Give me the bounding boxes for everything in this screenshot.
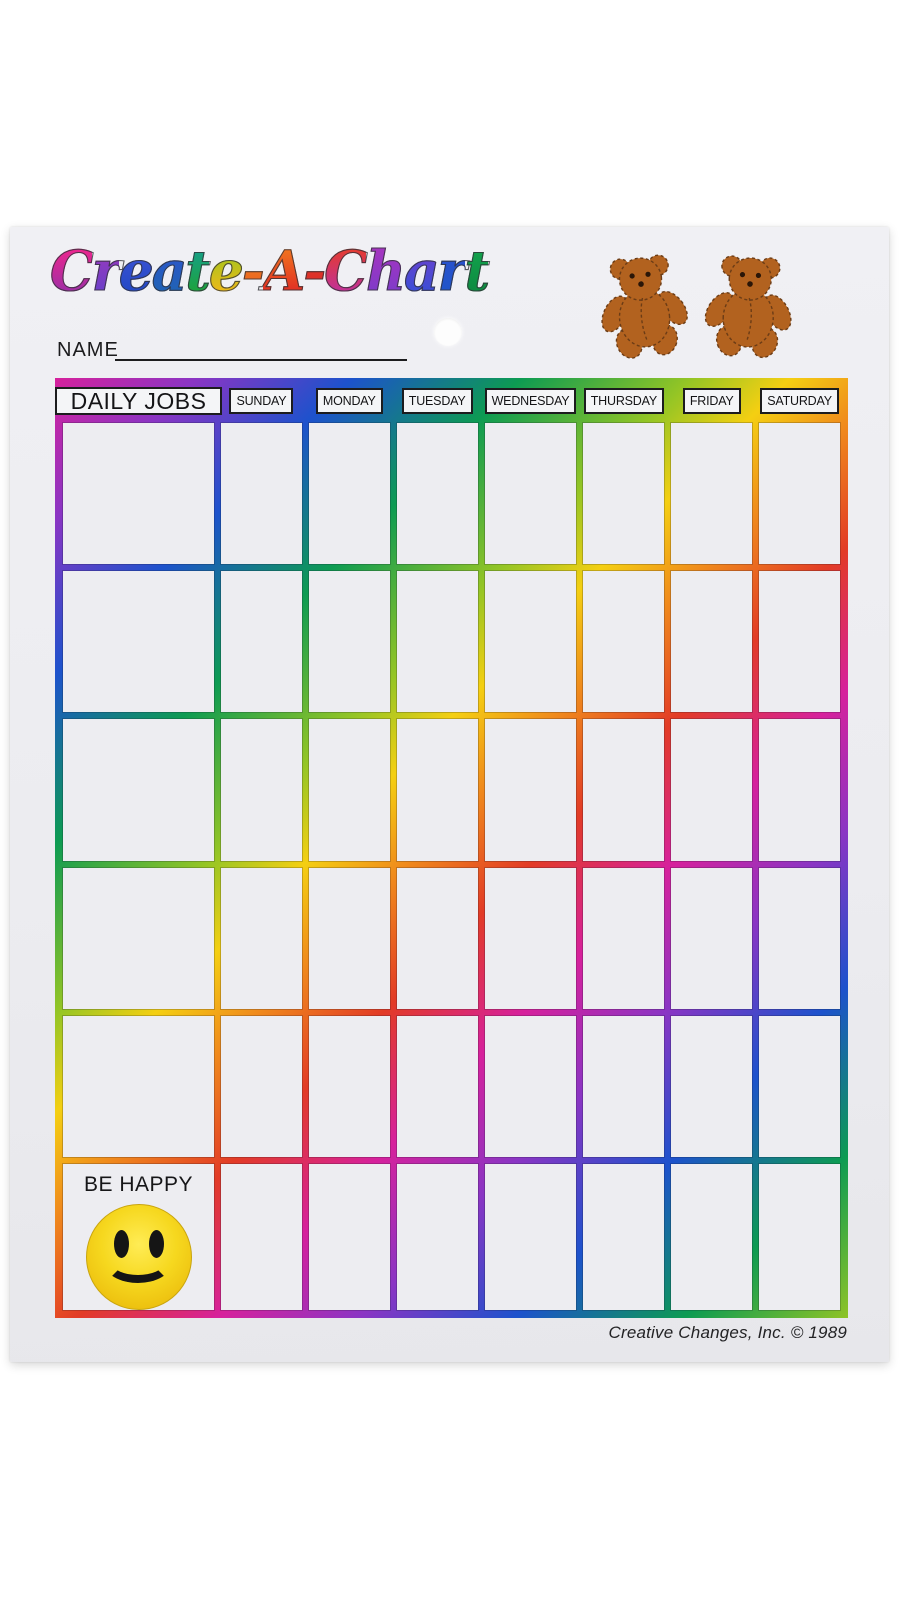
title-letter: a [403,238,440,303]
header-cell-day: TUESDAY [397,386,478,416]
title-letter: r [437,238,467,303]
header-label: FRIDAY [682,388,741,414]
grid-cell [62,570,215,714]
header-cell-day: FRIDAY [671,386,752,416]
grid-cell [62,1014,215,1158]
daily-jobs-grid: DAILY JOBS SUNDAY MONDAY TUESDAY WEDNESDAY TH… [54,378,848,1318]
grid-cell [670,866,754,1010]
grid-cell [395,866,479,1010]
grid-cell [670,1162,754,1311]
grid-cell [670,1014,754,1158]
grid-cell [220,866,303,1010]
grid-cell [758,1014,841,1158]
grid-cell [670,718,754,862]
grid-cell [582,718,666,862]
smiley-face-icon [85,1203,192,1310]
header-cell-day: SATURDAY [759,386,840,416]
header-label: SUNDAY [229,388,294,414]
teddy-bear-icon [601,254,688,359]
grid-cell [483,1014,578,1158]
grid-cell [758,718,841,862]
grid-cell [483,1162,578,1311]
grid-cell [582,1162,666,1311]
header-label: WEDNESDAY [484,388,577,414]
name-field-label: NAME [57,339,119,361]
grid-cell [758,1162,841,1311]
header-cell-daily-jobs: DAILY JOBS [54,386,223,416]
title-letter: C [49,238,94,303]
page-title: Create-A-Chart [49,238,491,303]
grid-cell [483,718,578,862]
grid-cell [582,1014,666,1158]
grid-cell [62,718,215,862]
title-letter: - [241,238,265,303]
grid-cell [220,570,303,714]
copyright-credit: Creative Changes, Inc. © 1989 [608,1323,847,1342]
header-cell-day: MONDAY [309,386,390,416]
grid-cell [670,421,754,566]
grid-cell [395,570,479,714]
teddy-bears-artwork [593,247,799,359]
title-letter: A [262,238,306,303]
grid-cell [307,1014,391,1158]
be-happy-label: BE HAPPY [83,1172,194,1196]
header-label: SATURDAY [760,388,839,414]
grid-cell [582,866,666,1010]
grid-cell [582,570,666,714]
grid-cell [307,1162,391,1311]
header-label: THURSDAY [583,388,664,414]
title-letter: r [91,238,121,303]
be-happy-content: BE HAPPY [63,1164,214,1310]
grid-cell [307,421,391,566]
grid-cell [395,718,479,862]
grid-cell [582,421,666,566]
header-label: MONDAY [315,388,383,414]
teddy-bear-icon [704,255,792,359]
header-label: DAILY JOBS [54,387,223,415]
be-happy-cell: BE HAPPY [62,1162,215,1311]
title-letter: t [464,238,491,303]
title-letter: e [208,238,244,303]
grid-cell [220,421,303,566]
header-label: TUESDAY [401,388,473,414]
grid-cell [395,1014,479,1158]
grid-cell [220,1014,303,1158]
grid-cell [758,570,841,714]
header-cell-day: WEDNESDAY [484,386,577,416]
grid-cell [220,1162,303,1311]
grid-cell [758,866,841,1010]
title-letter: C [324,238,369,303]
smiley-mouth [104,1245,171,1283]
grid-cell [307,570,391,714]
grid-cell [758,421,841,566]
title-letter: e [118,238,154,303]
title-letter: a [151,238,188,303]
title-letter: t [185,238,212,303]
punched-hole [434,318,462,346]
grid-cell [220,718,303,862]
grid-cell [483,570,578,714]
header-cell-day: SUNDAY [221,386,302,416]
grid-cell [395,421,479,566]
chart-paper: Create-A-Chart [10,227,889,1362]
grid-cell [62,421,215,566]
header-cell-day: THURSDAY [583,386,664,416]
grid-cell [670,570,754,714]
grid-cell [483,866,578,1010]
grid-cell [395,1162,479,1311]
name-fill-in-line [115,359,407,361]
grid-cell [483,421,578,566]
grid-cell [307,718,391,862]
grid-cell [62,866,215,1010]
title-letter: - [303,238,327,303]
title-letter: h [365,238,406,303]
grid-cell [307,866,391,1010]
